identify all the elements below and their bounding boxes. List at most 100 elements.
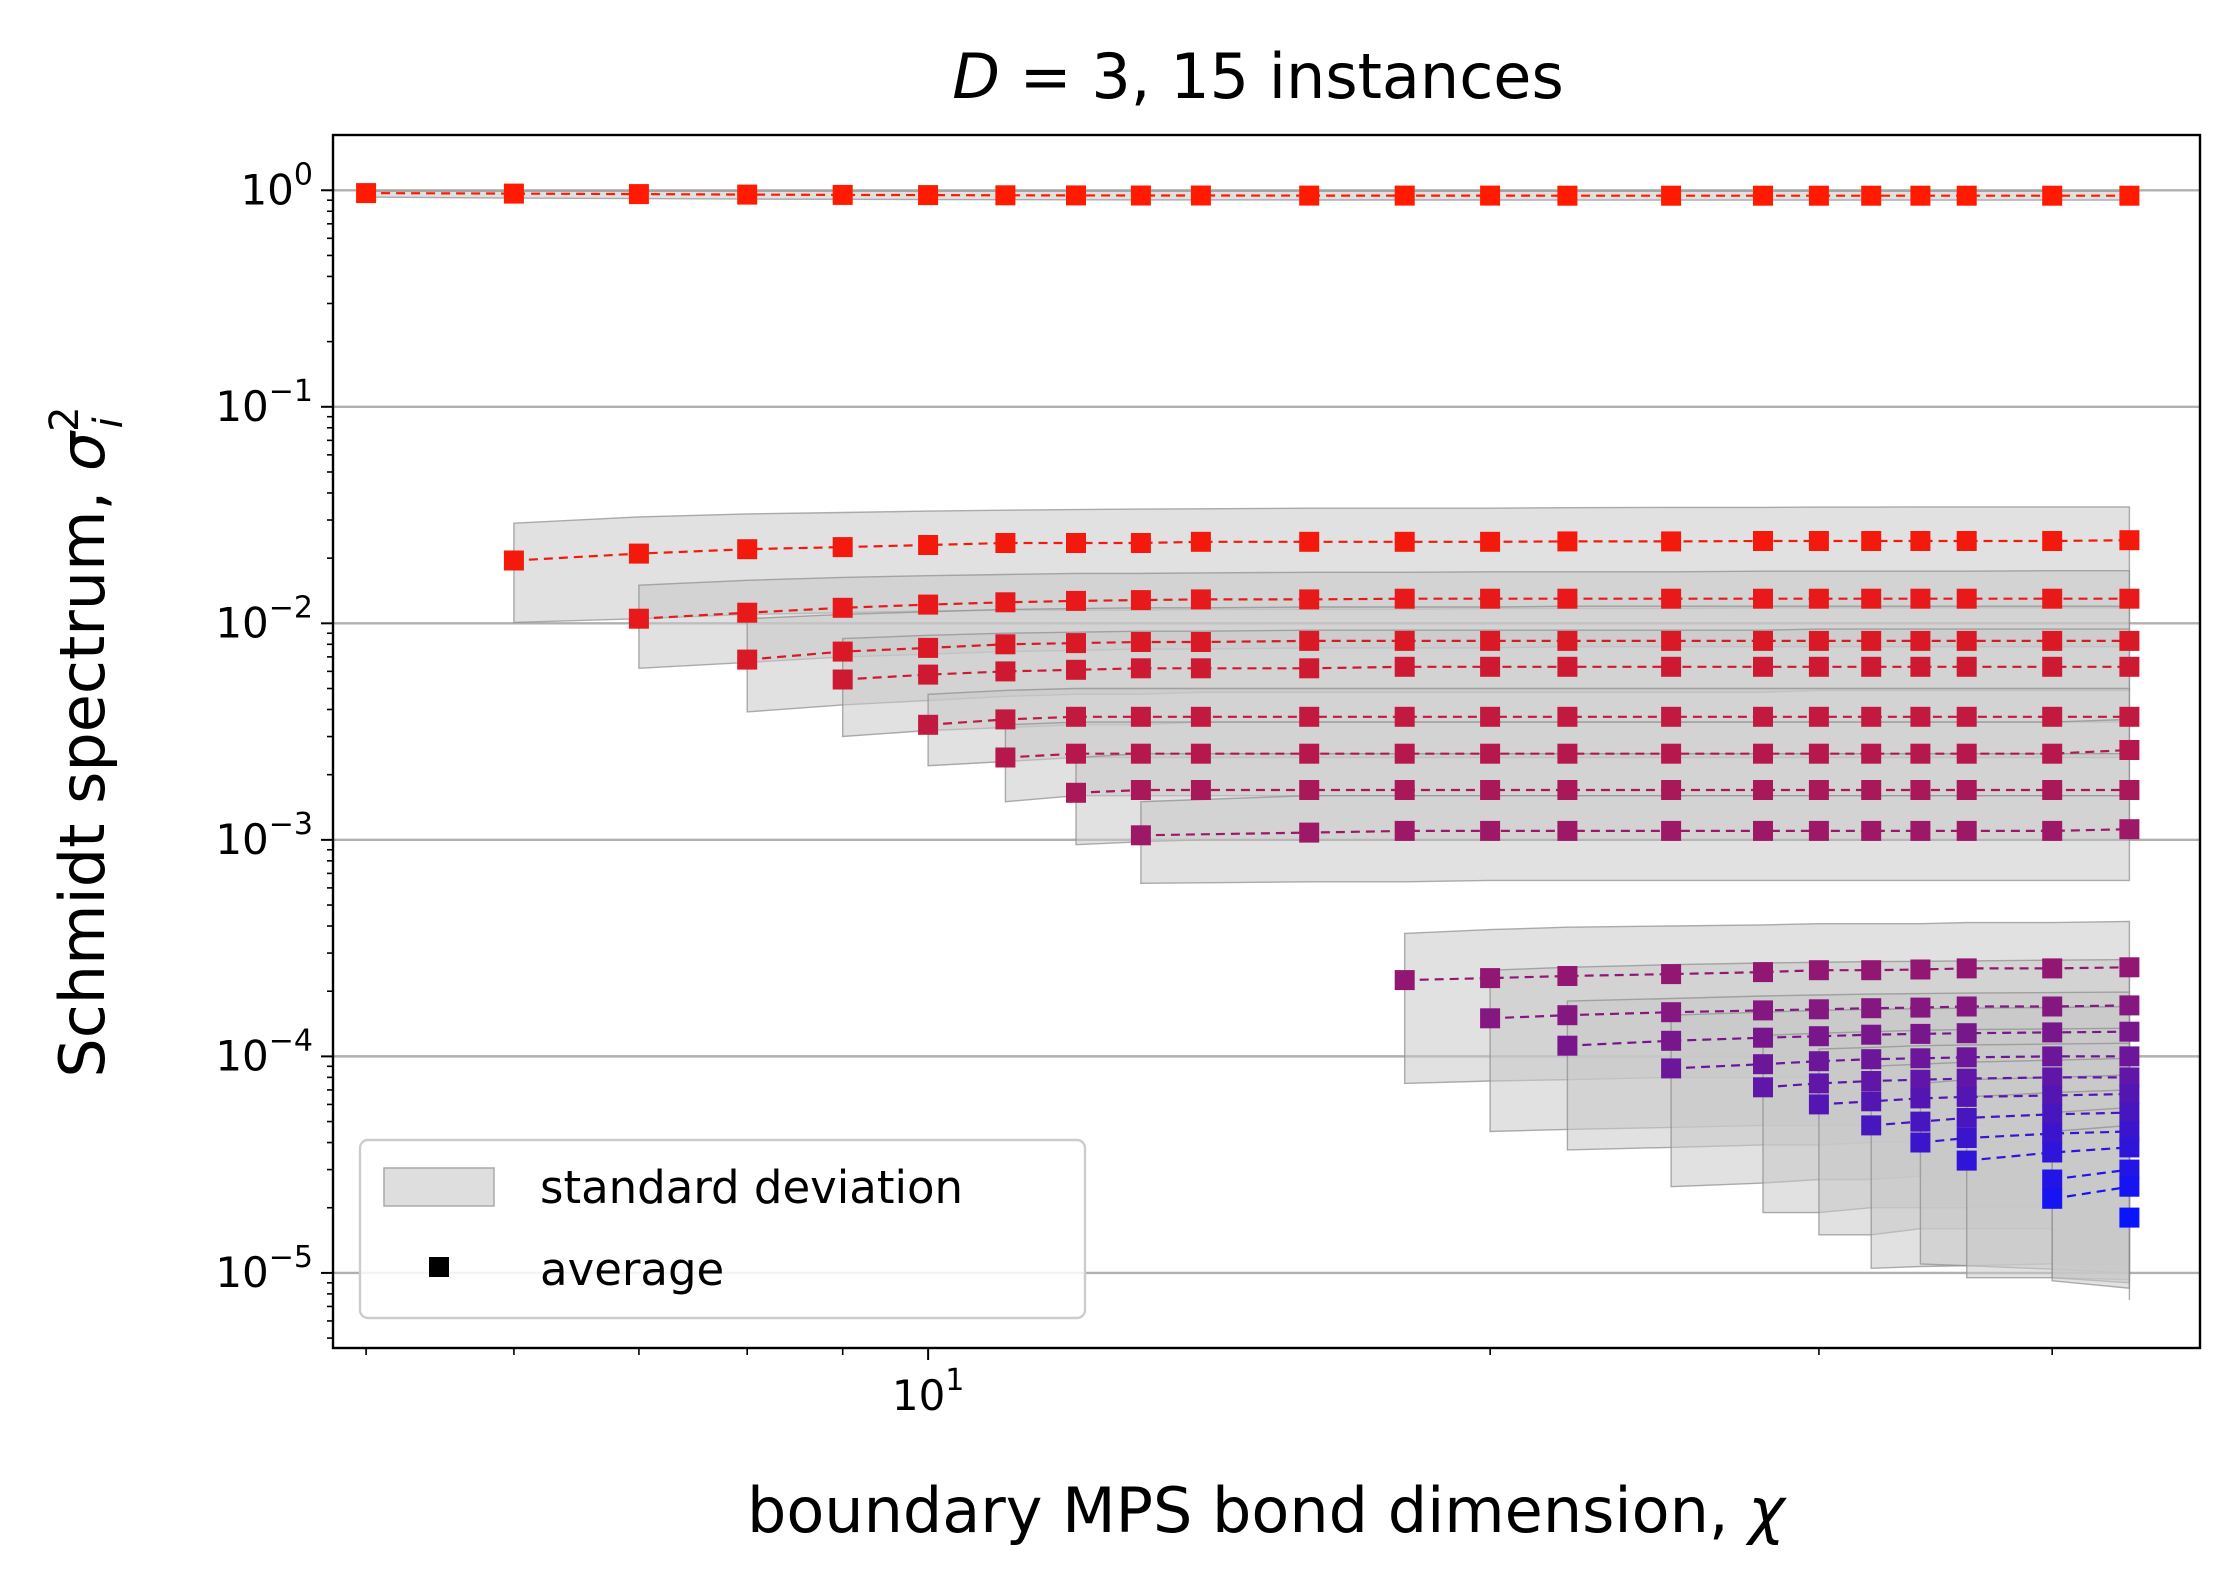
data-point — [1956, 1150, 1977, 1171]
y-tick-label: 10−3 — [215, 807, 313, 864]
data-point — [1480, 588, 1501, 609]
data-point — [2119, 819, 2140, 840]
data-point — [1753, 962, 1773, 983]
data-point — [1956, 1023, 1977, 1044]
data-point — [1861, 780, 1882, 800]
data-point — [1808, 820, 1829, 841]
data-point — [1956, 996, 1977, 1017]
data-point — [995, 533, 1016, 553]
y-tick-label: 10−4 — [215, 1023, 313, 1080]
data-point — [1661, 1058, 1682, 1079]
legend-label-avg: average — [540, 1243, 724, 1296]
data-point — [1066, 782, 1086, 803]
data-point — [1910, 820, 1931, 841]
data-point — [1808, 960, 1829, 981]
data-point — [1190, 706, 1211, 727]
data-point — [2042, 1169, 2063, 1190]
data-point — [1557, 743, 1578, 764]
data-point — [1130, 780, 1151, 800]
data-point — [1661, 820, 1682, 841]
y-axis-label: Schmidt spectrum, σ2i — [42, 406, 132, 1077]
data-point — [1808, 531, 1829, 551]
data-point — [1956, 743, 1977, 764]
data-point — [1394, 588, 1415, 609]
data-point — [1066, 659, 1086, 680]
data-point — [1299, 743, 1320, 764]
data-point — [1557, 706, 1578, 727]
data-point — [1066, 633, 1086, 654]
data-point — [1480, 706, 1501, 727]
data-point — [2119, 1067, 2140, 1088]
data-point — [1753, 780, 1773, 800]
data-point — [1861, 706, 1882, 727]
data-point — [918, 535, 939, 555]
data-point — [1299, 822, 1320, 843]
data-point — [2042, 1067, 2063, 1088]
data-point — [1299, 630, 1320, 651]
data-point — [1394, 970, 1415, 991]
data-point — [1910, 1132, 1931, 1153]
axis-ticks: 100 10−1 10−2 10−3 10−4 10−5 101 — [215, 157, 2053, 1420]
data-point — [1394, 780, 1415, 800]
data-point — [1956, 780, 1977, 800]
data-point — [2119, 706, 2140, 727]
data-point — [2119, 1021, 2140, 1042]
series-line — [638, 597, 2130, 620]
data-point — [2042, 1085, 2063, 1106]
data-point — [1910, 1111, 1931, 1132]
series-line — [2052, 1185, 2130, 1200]
data-point — [1480, 656, 1501, 677]
data-point — [1956, 958, 1977, 979]
data-point — [1753, 820, 1773, 841]
data-point — [1956, 1047, 1977, 1068]
data-point — [1557, 531, 1578, 552]
data-point — [1808, 630, 1829, 651]
data-point — [1910, 706, 1931, 727]
data-point — [1861, 1049, 1882, 1070]
data-point — [2042, 780, 2063, 800]
data-point — [1661, 630, 1682, 651]
data-point — [2119, 656, 2140, 677]
data-point — [1753, 531, 1773, 551]
data-point — [832, 597, 853, 618]
series-line — [366, 192, 2130, 197]
data-point — [1861, 960, 1882, 981]
data-point — [1861, 743, 1882, 764]
data-point — [2119, 630, 2140, 651]
legend-band-swatch — [383, 1167, 495, 1207]
data-point — [737, 649, 758, 670]
data-point — [1480, 630, 1501, 651]
data-point — [2119, 1207, 2140, 1228]
data-point — [1661, 780, 1682, 800]
data-point — [2042, 958, 2063, 979]
data-point — [1480, 743, 1501, 764]
data-point — [2042, 656, 2063, 677]
data-point — [1299, 531, 1320, 552]
y-tick-label: 10−5 — [215, 1240, 313, 1297]
data-point — [1753, 743, 1773, 764]
data-point — [2119, 957, 2140, 978]
data-point — [1910, 780, 1931, 800]
data-point — [1861, 531, 1882, 551]
data-point — [1557, 588, 1578, 609]
legend-box — [358, 1138, 1087, 1320]
legend: standard deviation average — [358, 1138, 1087, 1320]
data-point — [1394, 531, 1415, 552]
data-point — [1661, 531, 1682, 552]
data-point — [1394, 656, 1415, 677]
std-band — [1140, 795, 2131, 885]
data-point — [995, 747, 1016, 768]
data-point — [2119, 1046, 2140, 1067]
data-point — [1557, 630, 1578, 651]
series-line — [1404, 966, 2130, 982]
data-point — [1808, 588, 1829, 609]
data-point — [1861, 1091, 1882, 1112]
data-point — [2119, 780, 2140, 800]
data-point — [628, 543, 649, 564]
data-point — [832, 641, 853, 662]
data-point — [1956, 588, 1977, 609]
series-line — [1005, 748, 2130, 759]
data-point — [1956, 1128, 1977, 1148]
chart-title: D = 3, 15 instances — [952, 40, 1564, 113]
